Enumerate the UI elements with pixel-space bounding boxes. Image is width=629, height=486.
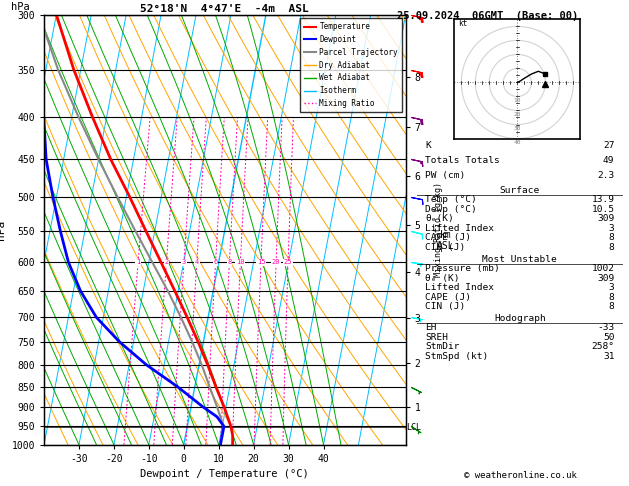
Text: 4: 4	[194, 259, 199, 265]
Y-axis label: km
ASL: km ASL	[437, 230, 454, 251]
Text: Most Unstable: Most Unstable	[482, 255, 557, 264]
Text: CIN (J): CIN (J)	[425, 302, 465, 311]
Title: 52°18'N  4°47'E  -4m  ASL: 52°18'N 4°47'E -4m ASL	[140, 4, 309, 14]
Text: hPa: hPa	[11, 2, 30, 13]
Text: © weatheronline.co.uk: © weatheronline.co.uk	[464, 471, 577, 480]
Text: 27: 27	[603, 141, 615, 151]
Text: 3: 3	[182, 259, 186, 265]
Text: 2.3: 2.3	[597, 171, 615, 180]
Text: Temp (°C): Temp (°C)	[425, 195, 477, 205]
Text: 10: 10	[236, 259, 245, 265]
Text: CAPE (J): CAPE (J)	[425, 293, 471, 302]
Text: θₑ(K): θₑ(K)	[425, 214, 454, 224]
Text: 309: 309	[597, 274, 615, 283]
Text: Lifted Index: Lifted Index	[425, 224, 494, 233]
Text: 50: 50	[603, 333, 615, 342]
Text: LCL: LCL	[406, 423, 421, 432]
Y-axis label: hPa: hPa	[0, 220, 6, 240]
Text: kt: kt	[459, 19, 468, 29]
Text: 8: 8	[609, 293, 615, 302]
Text: 8: 8	[227, 259, 231, 265]
Text: StmSpd (kt): StmSpd (kt)	[425, 352, 489, 361]
Text: 13.9: 13.9	[591, 195, 615, 205]
Text: 49: 49	[603, 156, 615, 165]
Text: 1002: 1002	[591, 264, 615, 273]
Text: θₑ (K): θₑ (K)	[425, 274, 460, 283]
Text: EH: EH	[425, 323, 437, 332]
Text: CIN (J): CIN (J)	[425, 243, 465, 252]
Text: 25: 25	[284, 259, 292, 265]
X-axis label: Dewpoint / Temperature (°C): Dewpoint / Temperature (°C)	[140, 469, 309, 479]
Text: Totals Totals: Totals Totals	[425, 156, 500, 165]
Text: 31: 31	[603, 352, 615, 361]
Text: 1: 1	[136, 259, 140, 265]
Text: 30: 30	[514, 126, 521, 131]
Text: 2: 2	[164, 259, 169, 265]
Text: 10: 10	[514, 98, 521, 103]
Text: StmDir: StmDir	[425, 342, 460, 351]
Text: 10.5: 10.5	[591, 205, 615, 214]
Text: 3: 3	[609, 224, 615, 233]
Text: Lifted Index: Lifted Index	[425, 283, 494, 292]
Text: Hodograph: Hodograph	[494, 314, 546, 323]
Text: K: K	[425, 141, 431, 151]
Text: 8: 8	[609, 302, 615, 311]
Text: CAPE (J): CAPE (J)	[425, 233, 471, 243]
Text: Surface: Surface	[500, 186, 540, 195]
Text: 8: 8	[609, 243, 615, 252]
Text: 6: 6	[213, 259, 218, 265]
Text: Pressure (mb): Pressure (mb)	[425, 264, 500, 273]
Text: Dewp (°C): Dewp (°C)	[425, 205, 477, 214]
Legend: Temperature, Dewpoint, Parcel Trajectory, Dry Adiabat, Wet Adiabat, Isotherm, Mi: Temperature, Dewpoint, Parcel Trajectory…	[300, 18, 402, 112]
Text: SREH: SREH	[425, 333, 448, 342]
Text: 15: 15	[257, 259, 265, 265]
Text: 3: 3	[609, 283, 615, 292]
Text: Mixing Ratio (g/kg): Mixing Ratio (g/kg)	[434, 182, 443, 277]
Text: 20: 20	[514, 112, 521, 117]
Text: 25.09.2024  06GMT  (Base: 00): 25.09.2024 06GMT (Base: 00)	[397, 11, 578, 21]
Text: 309: 309	[597, 214, 615, 224]
Text: 20: 20	[272, 259, 281, 265]
Text: PW (cm): PW (cm)	[425, 171, 465, 180]
Text: 258°: 258°	[591, 342, 615, 351]
Text: 8: 8	[609, 233, 615, 243]
Text: 40: 40	[514, 140, 521, 145]
Text: -33: -33	[597, 323, 615, 332]
